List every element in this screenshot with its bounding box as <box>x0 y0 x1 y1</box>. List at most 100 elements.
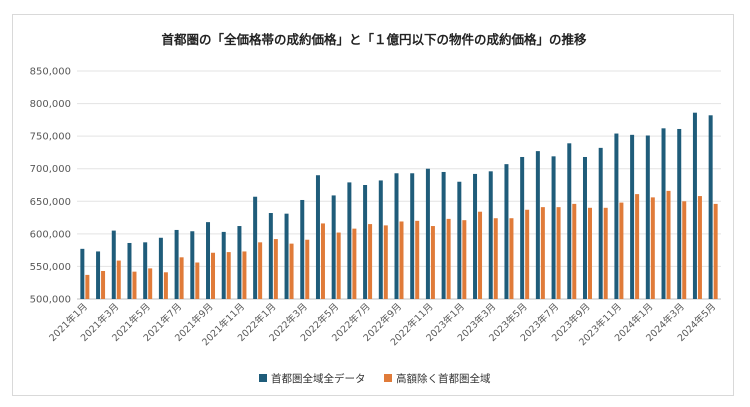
bar-series-2 <box>478 211 483 299</box>
bar-series-2 <box>399 221 404 299</box>
bars <box>80 112 718 299</box>
bar-series-1 <box>614 133 619 299</box>
bar-series-2 <box>368 224 373 299</box>
bar-series-2 <box>540 207 545 299</box>
bar-series-1 <box>551 156 556 299</box>
bar-series-2 <box>336 232 341 299</box>
chart-frame: 首都圏の「全価格帯の成約価格」と「１億円以下の物件の成約価格」の推移 500,0… <box>12 14 734 396</box>
bar-series-1 <box>598 147 603 299</box>
bar-series-1 <box>206 222 211 299</box>
bar-series-1 <box>253 196 258 299</box>
legend-label-series-1: 首都圏全域全データ <box>271 372 366 385</box>
legend-swatch-series-2 <box>384 374 392 382</box>
y-tick-label: 750,000 <box>30 132 71 143</box>
bar-series-1 <box>268 213 273 299</box>
bar-series-1 <box>363 185 368 299</box>
bar-series-1 <box>425 168 430 299</box>
bar-series-2 <box>572 203 577 299</box>
y-tick-label: 500,000 <box>30 295 71 306</box>
bar-series-1 <box>221 231 226 299</box>
bar-series-1 <box>96 251 101 299</box>
y-tick-label: 650,000 <box>30 197 71 208</box>
bar-series-2 <box>525 209 530 299</box>
bar-series-2 <box>148 268 153 299</box>
bar-series-1 <box>394 173 399 299</box>
bar-series-2 <box>305 239 310 299</box>
y-tick-label: 600,000 <box>30 229 71 240</box>
bar-series-1 <box>661 128 666 299</box>
legend-label-series-2: 高額除く首都圏全域 <box>396 372 491 385</box>
bar-series-2 <box>430 226 435 299</box>
bar-series-2 <box>226 252 231 299</box>
bar-series-1 <box>457 181 462 299</box>
bar-series-1 <box>410 173 415 299</box>
bar-series-1 <box>520 156 525 299</box>
y-tick-label: 550,000 <box>30 262 71 273</box>
bar-series-1 <box>677 128 682 299</box>
y-axis: 500,000 550,000 600,000 650,000 700,000 750,0… <box>30 67 71 306</box>
bar-series-2 <box>85 274 90 299</box>
bar-series-2 <box>116 260 121 299</box>
bar-series-1 <box>158 237 163 299</box>
bar-series-2 <box>289 243 294 299</box>
chart-title: 首都圏の「全価格帯の成約価格」と「１億円以下の物件の成約価格」の推移 <box>161 32 587 47</box>
bar-series-2 <box>415 220 420 299</box>
bar-series-2 <box>320 223 325 299</box>
y-tick-label: 850,000 <box>30 67 71 78</box>
bar-series-2 <box>101 270 106 299</box>
bar-series-1 <box>315 175 320 299</box>
bar-series-1 <box>708 115 713 299</box>
bar-series-2 <box>619 202 624 299</box>
bar-series-2 <box>587 207 592 299</box>
bar-series-1 <box>567 143 572 299</box>
bar-series-1 <box>645 135 650 299</box>
x-axis: 2021年1月2021年3月2021年5月2021年7月2021年9月2021年… <box>47 301 719 349</box>
bar-series-1 <box>630 134 635 299</box>
gridlines <box>77 70 721 300</box>
bar-series-2 <box>163 272 168 299</box>
legend-swatch-series-1 <box>259 374 267 382</box>
bar-series-2 <box>462 220 467 299</box>
bar-series-1 <box>535 151 540 299</box>
bar-series-2 <box>179 257 184 299</box>
legend: 首都圏全域全データ 高額除く首都圏全域 <box>259 372 491 385</box>
bar-series-2 <box>446 218 451 299</box>
bar-series-1 <box>473 173 478 299</box>
bar-series-2 <box>352 228 357 299</box>
y-tick-label: 700,000 <box>30 164 71 175</box>
bar-series-1 <box>80 248 85 299</box>
bar-series-2 <box>697 196 702 299</box>
bar-chart: 首都圏の「全価格帯の成約価格」と「１億円以下の物件の成約価格」の推移 500,0… <box>30 32 721 385</box>
bar-series-1 <box>488 171 493 299</box>
bar-series-1 <box>300 199 305 299</box>
bar-series-1 <box>331 195 336 299</box>
bar-series-1 <box>347 182 352 299</box>
bar-series-1 <box>143 242 148 299</box>
bar-series-1 <box>284 213 289 299</box>
bar-series-2 <box>273 239 278 299</box>
bar-series-1 <box>441 171 446 299</box>
bar-series-1 <box>692 112 697 299</box>
bar-series-2 <box>603 207 608 299</box>
bar-series-2 <box>242 251 247 299</box>
bar-series-2 <box>666 190 671 299</box>
bar-series-1 <box>237 226 242 299</box>
bar-series-1 <box>582 156 587 299</box>
bar-series-2 <box>556 207 561 299</box>
bar-series-2 <box>635 194 640 299</box>
bar-series-2 <box>682 201 687 299</box>
bar-series-1 <box>127 242 132 299</box>
bar-series-2 <box>258 242 263 299</box>
bar-series-2 <box>132 271 137 299</box>
bar-series-1 <box>504 164 509 299</box>
y-tick-label: 800,000 <box>30 99 71 110</box>
bar-series-2 <box>650 197 655 299</box>
bar-series-2 <box>493 218 498 299</box>
bar-series-1 <box>174 229 179 299</box>
bar-series-2 <box>383 225 388 299</box>
bar-series-2 <box>211 252 216 299</box>
bar-series-1 <box>378 180 383 299</box>
bar-series-1 <box>111 230 116 299</box>
bar-series-2 <box>713 203 718 299</box>
bar-series-2 <box>195 262 200 299</box>
